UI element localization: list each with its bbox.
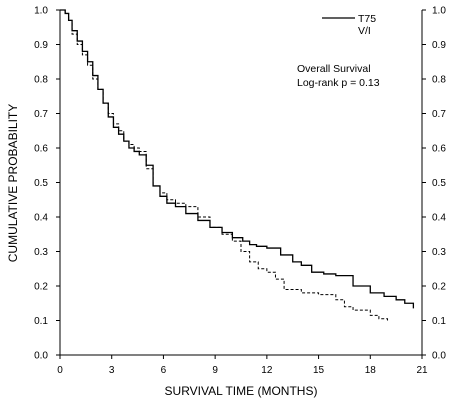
y-tick-label-right: 0.9 <box>432 40 446 51</box>
y-tick-label-right: 0.5 <box>432 178 446 189</box>
legend-label-series-1: T75 <box>358 13 376 25</box>
y-tick-label-left: 0.5 <box>34 178 48 189</box>
y-axis-title: CUMULATIVE PROBABILITY <box>6 104 20 262</box>
x-tick-label: 15 <box>313 365 325 376</box>
y-tick-label-left: 0.1 <box>34 316 48 327</box>
axes: 0.0 0.0 0.1 0.1 0.2 0.2 0.3 0.3 0.4 0.4 0.5 0.5 0.6 0… <box>34 6 446 377</box>
y-tick-label-left: 0.6 <box>34 144 48 155</box>
y-tick-label-right: 0.8 <box>432 75 446 86</box>
x-tick-label: 3 <box>109 365 115 376</box>
y-tick-label-right: 0.6 <box>432 144 446 155</box>
y-tick-label-left: 0.7 <box>34 109 48 120</box>
y-tick-label-right: 0.0 <box>432 351 446 362</box>
series-line-1 <box>60 9 415 309</box>
y-tick-label-left: 1.0 <box>34 6 48 17</box>
y-tick-label-right: 0.7 <box>432 109 446 120</box>
annotation-logrank: Log-rank p = 0.13 <box>297 77 380 89</box>
y-tick-label-right: 0.4 <box>432 213 446 224</box>
annotation-overall-survival: Overall Survival <box>297 63 371 75</box>
y-tick-label-left: 0.9 <box>34 40 48 51</box>
series-line-2 <box>60 9 389 321</box>
legend: T75 V/I <box>322 13 376 37</box>
x-tick-label: 9 <box>212 365 218 376</box>
x-tick-label: 12 <box>261 365 273 376</box>
legend-label-series-2: V/I <box>358 25 371 37</box>
y-tick-label-left: 0.8 <box>34 75 48 86</box>
y-tick-label-left: 0.4 <box>34 213 48 224</box>
y-tick-label-right: 1.0 <box>432 6 446 17</box>
x-axis-title: SURVIVAL TIME (MONTHS) <box>165 384 318 398</box>
x-tick-label: 18 <box>365 365 377 376</box>
y-tick-label-right: 0.2 <box>432 282 446 293</box>
y-tick-label-right: 0.1 <box>432 316 446 327</box>
x-tick-label: 0 <box>57 365 63 376</box>
y-tick-label-left: 0.2 <box>34 282 48 293</box>
y-tick-label-right: 0.3 <box>432 247 446 258</box>
y-tick-label-left: 0.0 <box>34 351 48 362</box>
survival-curves <box>60 9 415 321</box>
y-tick-label-left: 0.3 <box>34 247 48 258</box>
x-tick-label: 21 <box>416 365 428 376</box>
x-tick-label: 6 <box>161 365 167 376</box>
